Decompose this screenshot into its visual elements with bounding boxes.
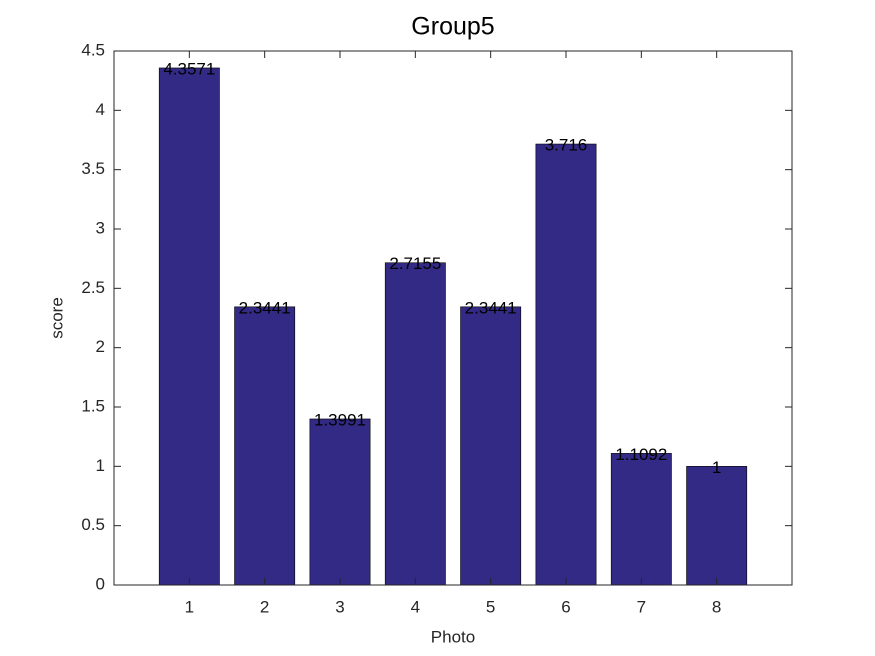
- y-tick-label: 4.5: [81, 40, 105, 59]
- y-tick-label: 1: [96, 456, 105, 475]
- bar: [460, 306, 522, 586]
- x-tick-label: 6: [561, 597, 570, 616]
- value-label: 2.3441: [465, 298, 517, 317]
- bar: [309, 418, 371, 586]
- bar: [234, 306, 296, 586]
- value-label: 3.716: [545, 136, 588, 155]
- x-tick-label: 1: [185, 597, 194, 616]
- x-tick-label: 4: [411, 597, 420, 616]
- y-tick-label: 1.5: [81, 396, 105, 415]
- bar: [535, 143, 597, 586]
- y-tick-label: 2: [96, 337, 105, 356]
- value-label: 1.3991: [314, 410, 366, 429]
- x-tick-label: 7: [637, 597, 646, 616]
- bar: [158, 67, 220, 586]
- y-tick-label: 2.5: [81, 278, 105, 297]
- value-label: 4.3571: [163, 59, 215, 78]
- y-tick-label: 4: [96, 100, 105, 119]
- y-tick-label: 0: [96, 574, 105, 593]
- x-axis-label: Photo: [431, 627, 475, 646]
- bar: [686, 466, 748, 586]
- value-label: 1.1092: [615, 445, 667, 464]
- bar: [384, 262, 446, 586]
- y-tick-label: 3: [96, 218, 105, 237]
- x-tick-label: 3: [335, 597, 344, 616]
- y-tick-label: 0.5: [81, 515, 105, 534]
- y-axis-label: score: [47, 297, 66, 339]
- value-label: 2.7155: [389, 254, 441, 273]
- axes-box: [113, 50, 793, 586]
- chart-title: Group5: [411, 13, 494, 41]
- y-tick-label: 3.5: [81, 159, 105, 178]
- value-label: 2.3441: [239, 298, 291, 317]
- x-tick-label: 8: [712, 597, 721, 616]
- bar: [610, 453, 672, 586]
- x-tick-label: 2: [260, 597, 269, 616]
- value-label: 1: [712, 458, 721, 477]
- x-tick-label: 5: [486, 597, 495, 616]
